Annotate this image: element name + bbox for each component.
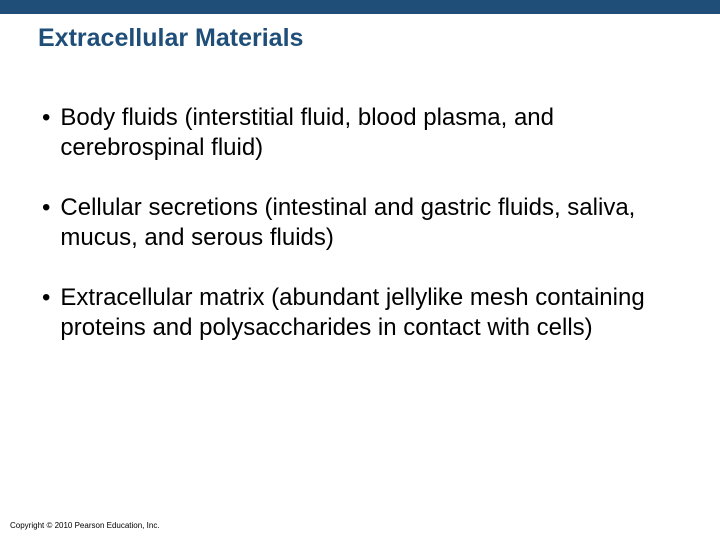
top-accent-bar bbox=[0, 0, 720, 14]
bullet-item: • Body fluids (interstitial fluid, blood… bbox=[42, 103, 680, 163]
bullet-text: Body fluids (interstitial fluid, blood p… bbox=[60, 103, 680, 163]
slide-title: Extracellular Materials bbox=[38, 24, 720, 53]
bullet-item: • Extracellular matrix (abundant jellyli… bbox=[42, 283, 680, 343]
content-area: • Body fluids (interstitial fluid, blood… bbox=[0, 53, 720, 343]
bullet-mark: • bbox=[42, 103, 60, 163]
bullet-text: Extracellular matrix (abundant jellylike… bbox=[60, 283, 680, 343]
title-area: Extracellular Materials bbox=[0, 14, 720, 53]
bullet-item: • Cellular secretions (intestinal and ga… bbox=[42, 193, 680, 253]
bullet-text: Cellular secretions (intestinal and gast… bbox=[60, 193, 680, 253]
copyright-footer: Copyright © 2010 Pearson Education, Inc. bbox=[10, 521, 160, 530]
bullet-mark: • bbox=[42, 193, 60, 253]
bullet-mark: • bbox=[42, 283, 60, 343]
